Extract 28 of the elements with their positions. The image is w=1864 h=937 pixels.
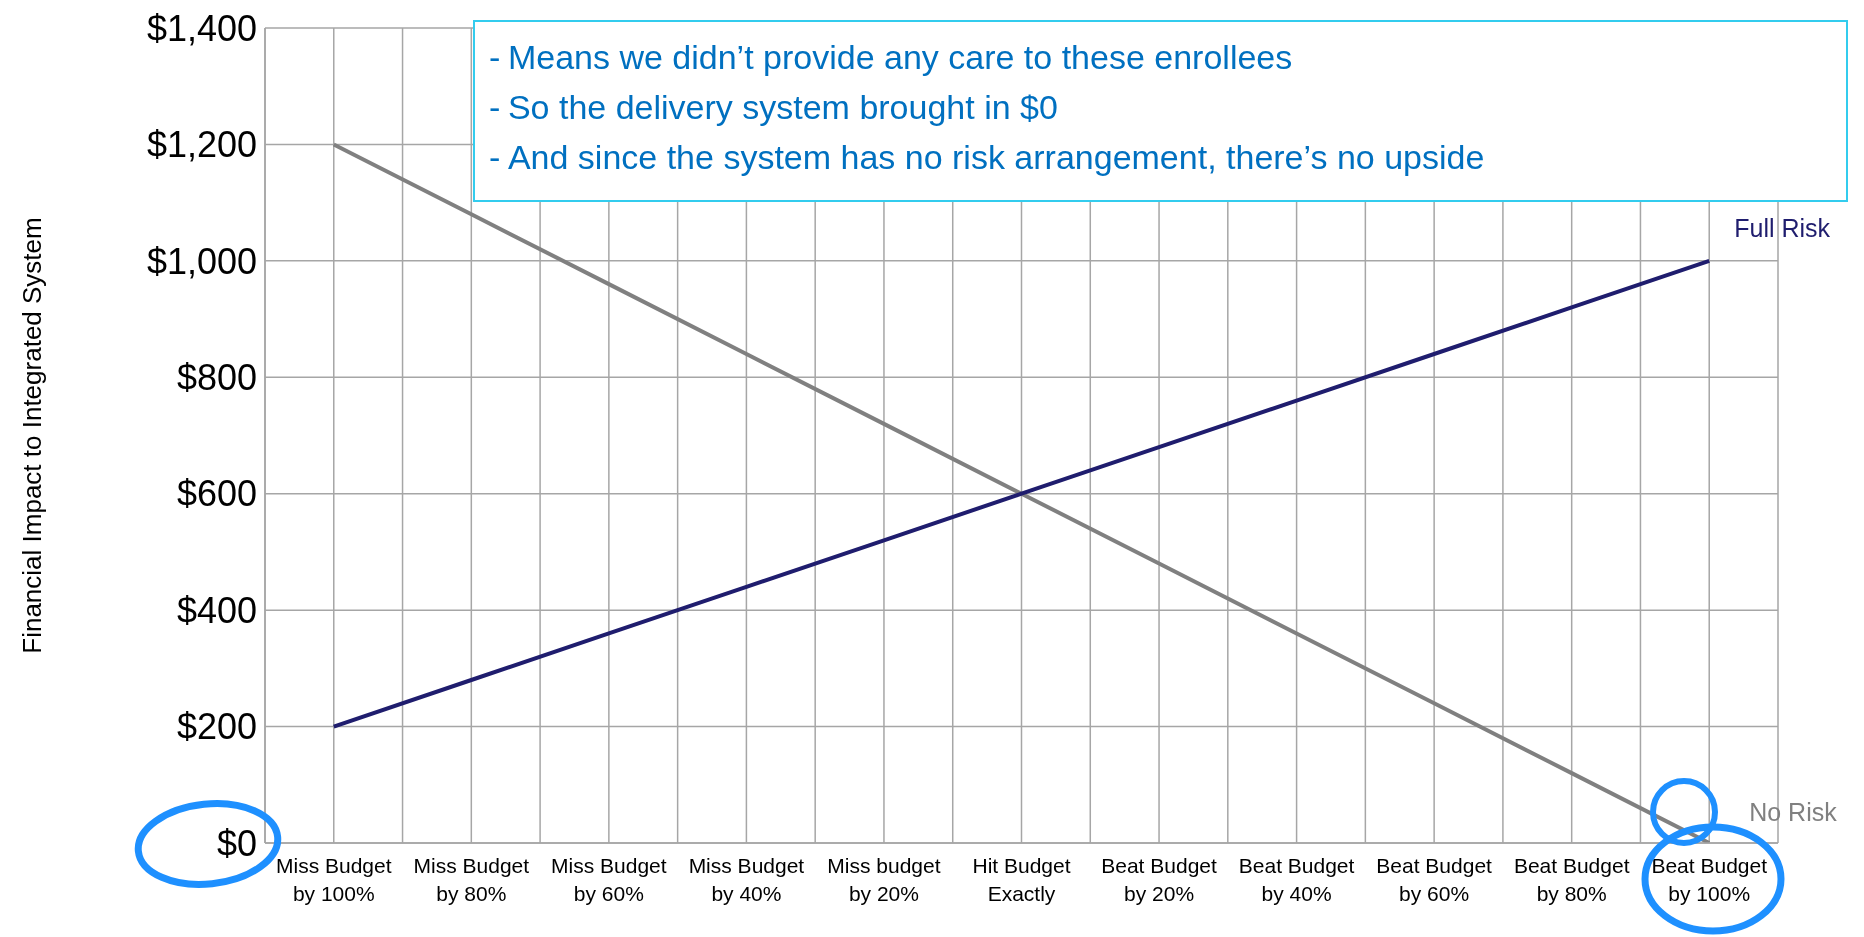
y-tick-label: $1,000	[146, 240, 257, 282]
y-tick-label: $600	[176, 473, 257, 515]
y-tick-label: $400	[176, 589, 257, 631]
y-tick-label: $0	[216, 822, 257, 864]
annotation: - And since the system has no risk arrangement, there’s no upside	[488, 137, 1485, 178]
y-tick-label: $200	[176, 706, 257, 748]
series-label: Full Risk	[1734, 213, 1831, 242]
y-tick-label: $800	[176, 357, 257, 399]
text-box: - Means we didn’t provide any care to these enrollees - So the delivery system brought in $0 - And since the system has no risk arrangement, there’s no upside	[473, 20, 1848, 202]
y-tick-label: $1,400	[146, 7, 257, 49]
y-tick-label: $1,200	[146, 124, 257, 166]
x-tick-label: Miss Budget by 60%	[551, 854, 667, 905]
x-tick-label: Miss budget by 20%	[827, 854, 941, 905]
x-tick-label: Beat Budget by 80%	[1513, 854, 1630, 905]
annotation: - Means we didn’t provide any care to these enrollees	[488, 37, 1293, 78]
x-tick-label: Beat Budget by 20%	[1101, 854, 1218, 905]
line-series	[331, 258, 1712, 729]
x-tick-label: Miss Budget by 40%	[688, 854, 805, 905]
x-tick-label: Hit Budget Exactly	[972, 854, 1071, 905]
line-series	[331, 142, 1712, 843]
x-tick-label: Beat Budget by 60%	[1376, 854, 1493, 905]
annotation: - So the delivery system brought in $0	[488, 87, 1058, 128]
x-tick-label: Miss Budget by 80%	[413, 854, 530, 905]
x-tick-label: Miss Budget by 100%	[275, 854, 392, 905]
series-label: No Risk	[1749, 798, 1838, 826]
y-axis-title: Financial Impact to Integrated System	[17, 217, 47, 654]
x-tick-label: Beat Budget by 100%	[1651, 854, 1768, 905]
x-tick-label: Beat Budget by 40%	[1238, 854, 1355, 905]
